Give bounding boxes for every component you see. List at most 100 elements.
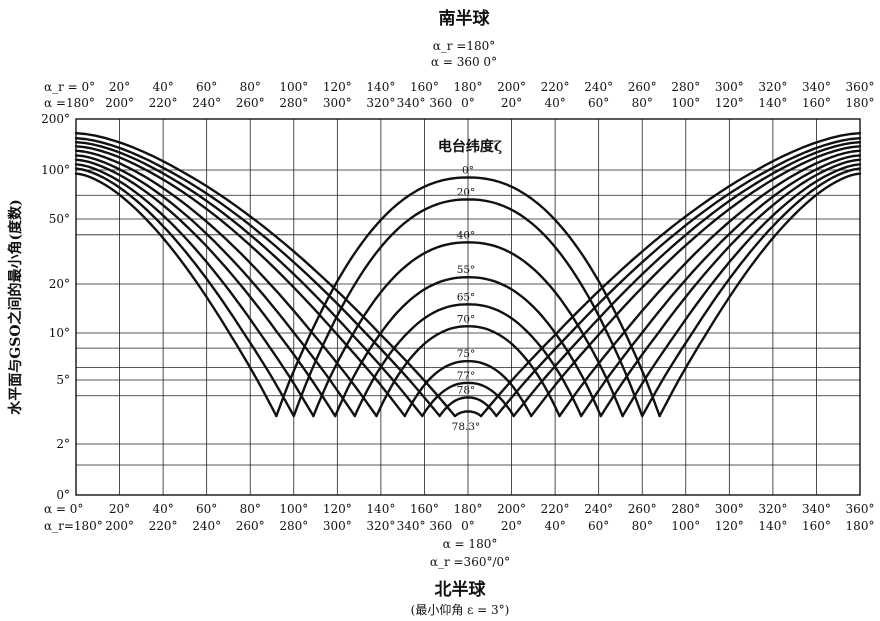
x-tick-label: 0° bbox=[461, 96, 475, 110]
x-tick-label: 220° bbox=[541, 80, 570, 94]
series-55°-left-branch bbox=[74, 158, 337, 418]
series-label: 75° bbox=[457, 348, 476, 360]
x-tick-label: 220° bbox=[149, 96, 178, 110]
x-tick-label: 260° bbox=[236, 96, 265, 110]
x-tick-label: 300° bbox=[323, 96, 352, 110]
x-tick-label: 300° bbox=[715, 502, 744, 516]
series-label: 70° bbox=[457, 313, 476, 325]
x-tick-label: 240° bbox=[192, 519, 221, 533]
series-75°-right-branch bbox=[530, 145, 862, 418]
top-annotation-line1: α_r =180° bbox=[433, 39, 496, 53]
x-tick-label: 280° bbox=[671, 502, 700, 516]
series-78°-arch bbox=[438, 396, 498, 418]
legend-title: 电台纬度ζ bbox=[438, 138, 502, 155]
plot-frame bbox=[75, 118, 861, 496]
x-tick-label: 60° bbox=[196, 80, 217, 94]
series-75°-left-branch bbox=[74, 145, 406, 418]
series-65°-right-branch bbox=[580, 154, 862, 418]
curve-label-layer: 0° 20° 40° 55° 65° 70° 75° 77° 78° 78.3° bbox=[452, 164, 481, 433]
x-tick-label: α =180° bbox=[44, 96, 95, 110]
x-tick-label: 220° bbox=[541, 502, 570, 516]
series-label: 40° bbox=[457, 229, 476, 241]
x-tick-label: 80° bbox=[240, 502, 261, 516]
x-tick-label: 100° bbox=[279, 502, 308, 516]
y-tick-label: 100° bbox=[41, 163, 70, 177]
x-tick-label: 140° bbox=[366, 502, 395, 516]
x-tick-label: 260° bbox=[236, 519, 265, 533]
x-tick-label: 200° bbox=[497, 502, 526, 516]
bottom-subtitle: (最小仰角 ε = 3°) bbox=[411, 602, 510, 617]
series-label: 78° bbox=[457, 385, 476, 397]
x-tick-label: 160° bbox=[410, 80, 439, 94]
series-70°-right-branch bbox=[558, 149, 862, 418]
x-tick-label: 140° bbox=[758, 519, 787, 533]
series-20°-left-branch bbox=[74, 167, 295, 418]
top-title: 南半球 bbox=[439, 8, 491, 29]
x-tick-label: 360° bbox=[846, 502, 875, 516]
x-tick-label: 340° 360 bbox=[397, 519, 453, 533]
x-tick-label: 240° bbox=[584, 80, 613, 94]
x-tick-label: 180° bbox=[454, 502, 483, 516]
x-tick-label: 140° bbox=[758, 96, 787, 110]
x-tick-label: α = 0° bbox=[44, 502, 83, 516]
y-tick-label: 2° bbox=[56, 437, 70, 451]
x-tick-label: α_r = 0° bbox=[44, 80, 95, 94]
series-65°-left-branch bbox=[74, 154, 356, 418]
series-40°-left-branch bbox=[74, 163, 315, 418]
series-40°-right-branch bbox=[621, 163, 862, 418]
x-tick-label: 320° bbox=[758, 80, 787, 94]
bottom-annotation-line2: α_r =360°/0° bbox=[430, 555, 510, 569]
x-tick-label: 20° bbox=[501, 96, 522, 110]
x-tick-label: 0° bbox=[461, 519, 475, 533]
series-70°-left-branch bbox=[74, 149, 378, 418]
series-77°-right-branch bbox=[512, 141, 862, 418]
x-tick-label: 320° bbox=[366, 519, 395, 533]
series-0°-arch bbox=[275, 176, 661, 418]
curve-layer bbox=[74, 132, 862, 418]
series-78°-left-branch bbox=[74, 137, 441, 418]
x-tick-label: 180° bbox=[454, 80, 483, 94]
x-tick-label: 80° bbox=[632, 96, 653, 110]
series-label: 77° bbox=[457, 370, 476, 382]
series-20°-right-branch bbox=[641, 167, 862, 418]
x-tick-label: 120° bbox=[715, 519, 744, 533]
x-tick-label: 80° bbox=[240, 80, 261, 94]
bottom-annotation-line1: α = 180° bbox=[443, 537, 498, 551]
x-tick-label: 120° bbox=[715, 96, 744, 110]
x-tick-label: 20° bbox=[501, 519, 522, 533]
x-tick-label: 280° bbox=[279, 519, 308, 533]
x-tick-label: 260° bbox=[628, 502, 657, 516]
x-tick-label: 180° bbox=[846, 519, 875, 533]
x-tick-label: 40° bbox=[544, 519, 565, 533]
x-tick-label: 160° bbox=[802, 519, 831, 533]
bottom-axis-labels: α = 0° 20° 40° 60° 80° 100° 120° 140° 160° 180° 20… bbox=[44, 502, 874, 533]
x-tick-label: 140° bbox=[366, 80, 395, 94]
x-tick-label: α_r=180° bbox=[44, 519, 103, 533]
x-tick-label: 20° bbox=[109, 80, 130, 94]
x-tick-label: 120° bbox=[323, 502, 352, 516]
series-78°-right-branch bbox=[495, 137, 862, 418]
y-tick-label: 50° bbox=[49, 212, 70, 226]
x-tick-label: 40° bbox=[152, 502, 173, 516]
x-tick-label: 300° bbox=[323, 519, 352, 533]
x-tick-label: 240° bbox=[192, 96, 221, 110]
series-78.3°-left-branch bbox=[74, 132, 457, 418]
x-tick-label: 100° bbox=[671, 96, 700, 110]
x-tick-label: 40° bbox=[152, 80, 173, 94]
x-tick-label: 300° bbox=[715, 80, 744, 94]
top-annotation-line2: α = 360 0° bbox=[431, 55, 497, 69]
y-tick-label: 10° bbox=[49, 326, 70, 340]
x-tick-label: 40° bbox=[544, 96, 565, 110]
y-axis-title: 水平面与GSO之间的最小角(度数) bbox=[7, 199, 24, 415]
x-tick-label: 80° bbox=[632, 519, 653, 533]
x-tick-label: 60° bbox=[196, 502, 217, 516]
x-tick-label: 60° bbox=[588, 519, 609, 533]
x-tick-label: 160° bbox=[802, 96, 831, 110]
series-20°-arch bbox=[292, 198, 644, 418]
series-label: 78.3° bbox=[452, 421, 481, 433]
x-tick-label: 340° bbox=[802, 80, 831, 94]
x-tick-label: 320° bbox=[366, 96, 395, 110]
x-tick-label: 260° bbox=[628, 80, 657, 94]
series-0°-right-branch bbox=[658, 172, 862, 418]
series-0°-left-branch bbox=[74, 172, 278, 418]
